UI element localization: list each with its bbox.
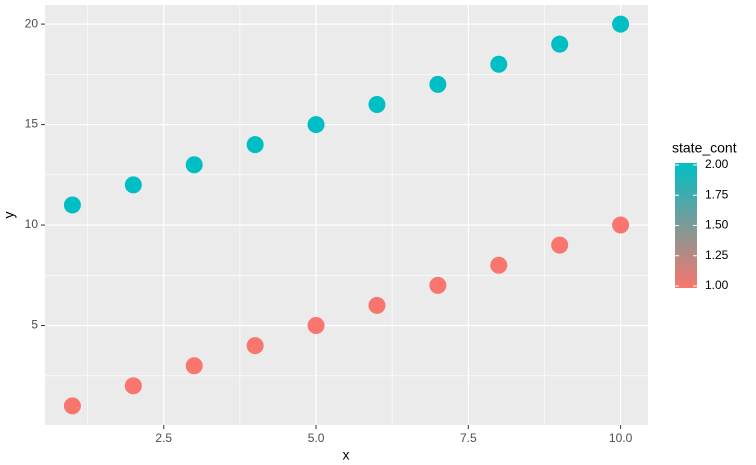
point bbox=[551, 35, 569, 53]
legend-label: 1.50 bbox=[705, 218, 729, 232]
point bbox=[612, 216, 630, 234]
point bbox=[246, 136, 264, 154]
y-tick-label: 15 bbox=[25, 117, 39, 131]
x-tick-label: 10.0 bbox=[609, 431, 633, 445]
point bbox=[429, 75, 447, 93]
x-tick-label: 2.5 bbox=[155, 431, 172, 445]
point bbox=[551, 236, 569, 254]
legend-label: 1.00 bbox=[705, 278, 729, 292]
y-tick-label: 5 bbox=[31, 318, 38, 332]
point bbox=[429, 276, 447, 294]
point bbox=[185, 156, 203, 174]
y-tick-label: 10 bbox=[25, 217, 39, 231]
point bbox=[124, 377, 142, 395]
x-tick-label: 7.5 bbox=[460, 431, 477, 445]
point bbox=[124, 176, 142, 194]
legend-label: 2.00 bbox=[705, 157, 729, 171]
colorbar bbox=[675, 163, 697, 288]
point bbox=[246, 337, 264, 355]
point bbox=[63, 397, 81, 415]
point bbox=[63, 196, 81, 214]
x-tick-label: 5.0 bbox=[308, 431, 325, 445]
point bbox=[612, 15, 630, 33]
point bbox=[368, 296, 386, 314]
legend-label: 1.75 bbox=[705, 187, 729, 201]
legend-title: state_cont bbox=[672, 140, 737, 156]
legend-label: 1.25 bbox=[705, 248, 729, 262]
panel bbox=[45, 5, 648, 425]
point bbox=[307, 116, 325, 134]
point bbox=[185, 357, 203, 375]
y-axis-title: y bbox=[1, 212, 17, 219]
point bbox=[307, 317, 325, 335]
x-axis-title: x bbox=[343, 447, 350, 463]
point bbox=[368, 95, 386, 113]
y-tick-label: 20 bbox=[25, 16, 39, 30]
point bbox=[490, 256, 508, 274]
point bbox=[490, 55, 508, 73]
